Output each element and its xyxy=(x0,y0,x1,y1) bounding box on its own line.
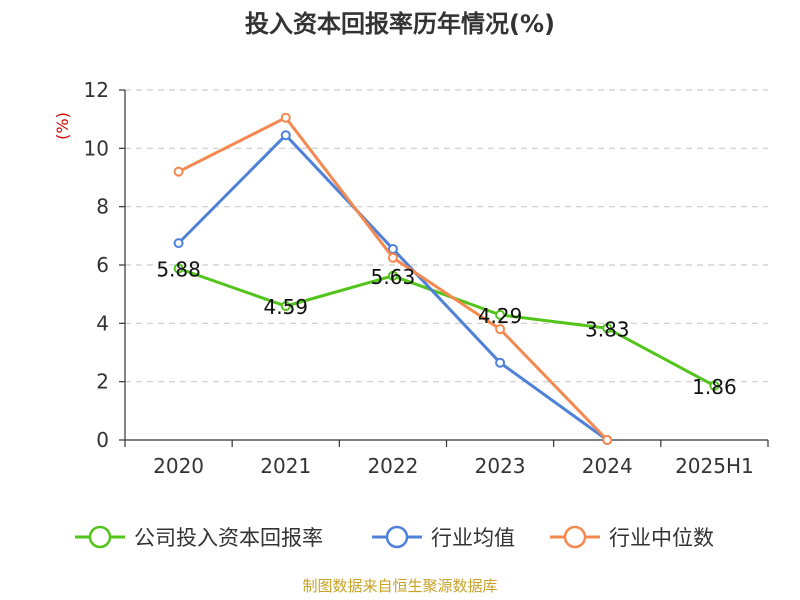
legend-swatch-marker xyxy=(563,525,587,549)
legend-label: 公司投入资本回报率 xyxy=(134,526,323,550)
x-tick-label: 2025H1 xyxy=(675,454,754,478)
source-note: 制图数据来自恒生聚源数据库 xyxy=(302,577,497,595)
data-label: 5.63 xyxy=(371,265,416,289)
legend-item[interactable]: 行业中位数 xyxy=(550,525,714,550)
x-tick-label: 2023 xyxy=(475,454,526,478)
legend: 公司投入资本回报率 行业均值 行业中位数 xyxy=(75,525,714,550)
data-point xyxy=(495,324,506,335)
data-label: 3.83 xyxy=(585,317,630,341)
y-tick-label: 12 xyxy=(84,78,109,102)
data-label: 1.86 xyxy=(692,375,737,399)
data-label: 4.29 xyxy=(478,304,523,328)
series-layer xyxy=(173,112,720,445)
data-point xyxy=(602,435,613,445)
data-point xyxy=(173,238,184,249)
data-point xyxy=(709,380,720,391)
data-point xyxy=(495,357,506,368)
legend-swatch-marker xyxy=(385,525,409,549)
y-tick-label: 2 xyxy=(96,370,109,394)
y-tick-label: 8 xyxy=(96,195,109,219)
legend-swatch-marker xyxy=(88,525,112,549)
axis-layer: 0 2 4 6 8 10 12 2020 2021 2022 2023 2024 2025H1 xyxy=(84,78,769,478)
legend-label: 行业中位数 xyxy=(609,526,714,550)
data-point xyxy=(173,166,184,177)
legend-label: 行业均值 xyxy=(431,526,515,550)
y-tick-label: 0 xyxy=(96,428,109,452)
data-point xyxy=(280,301,291,312)
series-line-0 xyxy=(178,267,716,388)
x-tick-label: 2020 xyxy=(153,454,204,478)
chart-title: 投入资本回报率历年情况(%) xyxy=(245,10,555,38)
data-point xyxy=(495,309,506,320)
data-point xyxy=(173,263,184,274)
y-tick-label: 4 xyxy=(96,311,109,335)
data-point xyxy=(280,130,291,141)
grid-layer xyxy=(125,89,768,383)
data-point xyxy=(280,112,291,123)
data-point xyxy=(387,270,398,281)
data-point xyxy=(602,323,613,334)
data-label-layer: 5.88 4.59 5.63 4.29 3.83 1.86 xyxy=(156,258,736,399)
data-label: 4.59 xyxy=(263,295,308,319)
y-axis-label: (%) xyxy=(53,112,72,140)
legend-item[interactable]: 行业均值 xyxy=(372,525,515,550)
y-tick-label: 10 xyxy=(84,136,109,160)
x-tick-label: 2021 xyxy=(260,454,311,478)
data-point xyxy=(387,252,398,263)
x-tick-label: 2022 xyxy=(367,454,418,478)
legend-item[interactable]: 公司投入资本回报率 xyxy=(75,525,323,550)
x-tick-label: 2024 xyxy=(582,454,633,478)
y-tick-label: 6 xyxy=(96,253,109,277)
data-label: 5.88 xyxy=(156,258,201,282)
